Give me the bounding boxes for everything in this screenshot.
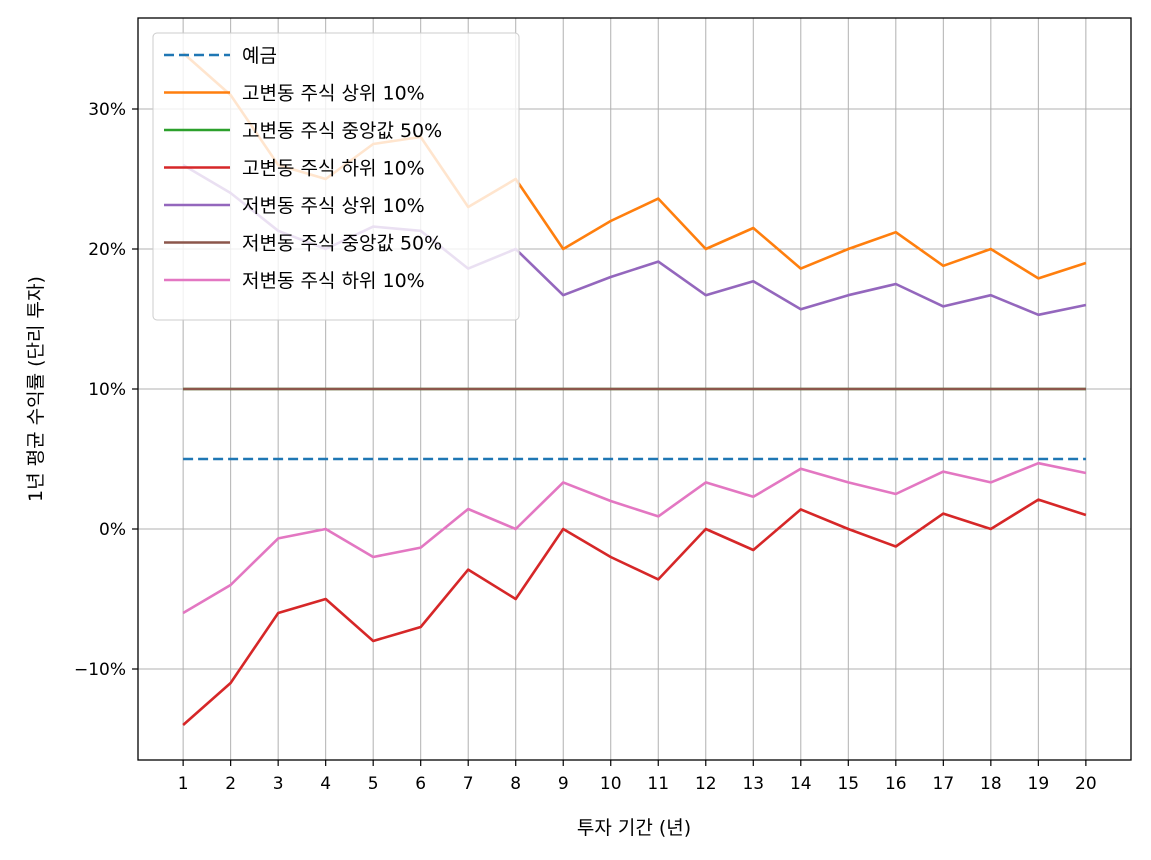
y-axis: −10% 0% 10% 20% 30% [74,100,138,680]
y-tick-label: 20% [88,240,126,260]
x-tick-label: 11 [647,774,669,794]
x-tick-label: 14 [790,774,812,794]
x-tick-label: 10 [600,774,622,794]
x-tick-label: 15 [837,774,859,794]
x-tick-label: 2 [225,774,236,794]
x-tick-label: 6 [415,774,426,794]
x-tick-label: 3 [273,774,284,794]
legend-label: 예금 [242,45,277,67]
x-axis: 1 2 3 4 5 6 7 8 9 10 11 12 13 14 15 16 17 18 19 20 [178,760,1097,794]
x-tick-label: 7 [463,774,474,794]
x-axis-label: 투자 기간 (년) [577,817,691,839]
series-line-4 [182,498,1087,726]
x-tick-label: 4 [320,774,331,794]
legend-label: 저변동 주식 하위 10% [242,270,425,292]
x-tick-label: 1 [178,774,189,794]
x-tick-label: 9 [558,774,569,794]
x-tick-label: 8 [510,774,521,794]
series-line-7 [182,461,1087,615]
x-tick-label: 12 [695,774,717,794]
x-tick-label: 13 [742,774,764,794]
x-tick-label: 20 [1075,774,1097,794]
y-tick-label: 10% [88,380,126,400]
x-tick-label: 18 [980,774,1002,794]
x-tick-label: 17 [933,774,955,794]
x-tick-label: 16 [885,774,907,794]
legend-box [152,32,520,321]
legend-label: 고변동 주식 중앙값 50% [242,120,442,142]
y-axis-label: 1년 평균 수익률 (단리 투자) [25,276,47,502]
legend-label: 고변동 주식 상위 10% [242,83,425,105]
y-tick-label: −10% [74,660,126,680]
legend-label: 저변동 주식 중앙값 50% [242,233,442,255]
x-tick-label: 5 [368,774,379,794]
legend-label: 저변동 주식 상위 10% [242,195,425,217]
y-tick-label: 30% [88,100,126,120]
legend-label: 고변동 주식 하위 10% [242,158,425,180]
x-tick-label: 19 [1028,774,1050,794]
y-tick-label: 0% [99,520,126,540]
